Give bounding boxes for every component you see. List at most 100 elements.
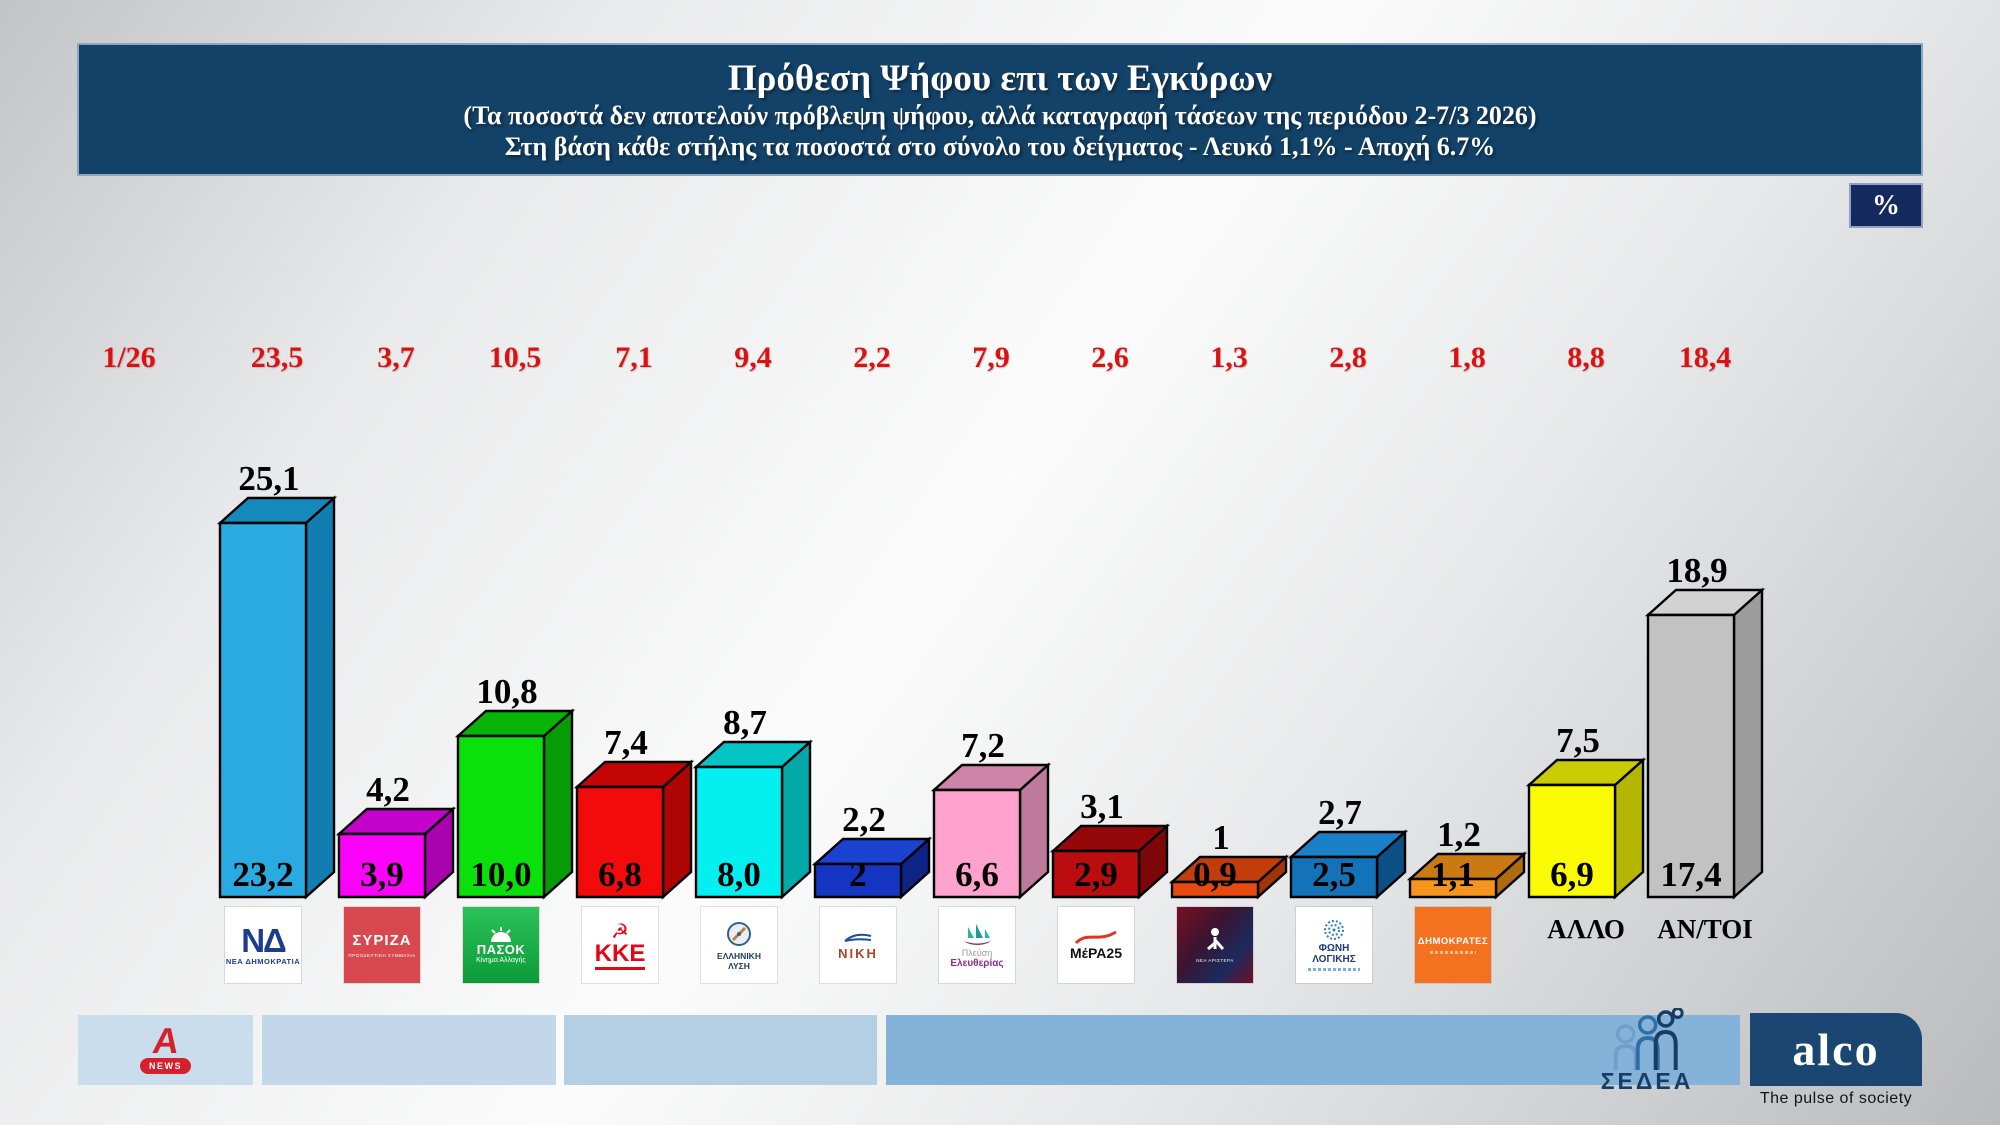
pasok-subtitle: Κίνημα Αλλαγής xyxy=(476,956,526,964)
bar-top-ΠΛΕΥΣΗ ΕΛΕΥΘΕΡΙΑΣ xyxy=(930,763,1052,792)
bar-top-value: 1,2 xyxy=(1437,815,1481,854)
bar-side-ΝΕΑ ΔΗΜΟΚΡΑΤΙΑ xyxy=(304,495,336,900)
bar-top-ΠΑΣΟΚ xyxy=(454,709,576,738)
logo-niki: ΝΙΚΗ xyxy=(820,907,896,983)
bar-top-ΦΩΝΗ ΛΟΓΙΚΗΣ xyxy=(1287,830,1409,859)
bar-front-ΝΕΑ ΔΗΜΟΚΡΑΤΙΑ xyxy=(218,521,308,899)
bar-base-value: 3,9 xyxy=(360,855,404,894)
logo-kke: ☭ ΚΚΕ xyxy=(582,907,658,983)
bar-top-value: 10,8 xyxy=(476,672,537,711)
bar-base-value: 2,9 xyxy=(1074,855,1118,894)
bar-side-ΑΛΛΟ xyxy=(1613,757,1645,900)
plefsi-name-line1: Πλεύση xyxy=(961,947,993,958)
bar-base-value: 6,9 xyxy=(1550,855,1594,894)
sedea-name: ΣΕΔΕΑ xyxy=(1600,1068,1694,1094)
alco-name: alco xyxy=(1792,1024,1880,1075)
pasok-sun-icon xyxy=(491,926,511,942)
bar-side-ΠΑΣΟΚ xyxy=(542,708,574,900)
syriza-name: ΣΥΡΙΖΑ xyxy=(352,932,412,949)
kke-name: ΚΚΕ xyxy=(594,940,646,970)
bar-side-ΚΚΕ xyxy=(661,759,693,900)
bar-side-ΝΕΑ ΑΡΙΣΤΕΡΑ xyxy=(1256,854,1288,900)
previous-value: 1,8 xyxy=(1448,341,1486,374)
footer-panel-4 xyxy=(886,1015,1740,1085)
logo-dimokrates: ΔΗΜΟΚΡΑΤΕΣ xyxy=(1415,907,1491,983)
bar-side-ΔΗΜΟΚΡΑΤΕΣ xyxy=(1494,851,1526,900)
bird-swoosh-icon xyxy=(1074,930,1117,945)
bar-side-ΣΥΡΙΖΑ xyxy=(423,806,455,900)
previous-value: 7,1 xyxy=(615,341,653,374)
logo-nea-aristera: ΝΕΑ ΑΡΙΣΤΕΡΑ xyxy=(1177,907,1253,983)
syriza-subtitle: ΠΡΟΟΔΕΥΤΙΚΗ ΣΥΜΜΑΧΙΑ xyxy=(348,953,416,958)
mera25-name: ΜέΡΑ25 xyxy=(1070,945,1122,961)
bar-front-ΕΛΛΗΝΙΚΗ ΛΥΣΗ xyxy=(694,765,784,899)
bar-top-ΝΕΑ ΑΡΙΣΤΕΡΑ xyxy=(1168,855,1290,884)
bar-top-ΑΛΛΟ xyxy=(1525,758,1647,787)
nd-monogram: ΝΔ xyxy=(241,921,287,959)
bar-front-ΦΩΝΗ ΛΟΓΙΚΗΣ xyxy=(1289,855,1379,899)
logo-foni-logikis: ΦΩΝΗ ΛΟΓΙΚΗΣ xyxy=(1296,907,1372,983)
bar-top-value: 3,1 xyxy=(1080,787,1124,826)
nd-name: ΝΕΑ ΔΗΜΟΚΡΑΤΙΑ xyxy=(225,956,301,966)
foni-logikis-subtext-line xyxy=(1308,968,1360,971)
plefsi-name-line2: Ελευθερίας xyxy=(950,957,1004,969)
ellysi-name-line2: ΛΥΣΗ xyxy=(728,960,750,971)
subtitle-base-note: Στη βάση κάθε στήλης τα ποσοστά στο σύνο… xyxy=(504,131,1496,161)
alco-tagline: The pulse of society xyxy=(1759,1090,1913,1107)
previous-value: 9,4 xyxy=(734,341,772,374)
page-title: Πρόθεση Ψήφου επι των Εγκύρων xyxy=(727,57,1273,99)
alco-logo: alco xyxy=(1750,1013,1922,1086)
previous-wave-period-label: 1/26 xyxy=(102,341,156,374)
bar-front-ΑΝ/ΤΟΙ xyxy=(1646,613,1736,899)
bar-top-ΣΥΡΙΖΑ xyxy=(335,807,457,836)
bar-front-ΣΥΡΙΖΑ xyxy=(337,832,427,899)
previous-value: 2,8 xyxy=(1329,341,1367,374)
bar-top-ΑΝ/ΤΟΙ xyxy=(1644,588,1766,617)
previous-value: 7,9 xyxy=(972,341,1010,374)
alpha-letter-icon: A xyxy=(149,1020,182,1061)
logo-elliniki-lysi: ΕΛΛΗΝΙΚΗ ΛΥΣΗ xyxy=(701,907,777,983)
bar-top-value: 1 xyxy=(1212,818,1230,857)
wing-icon xyxy=(844,933,872,942)
bar-top-value: 2,7 xyxy=(1318,793,1362,832)
bar-top-value: 2,2 xyxy=(842,800,886,839)
bar-side-ΕΛΛΗΝΙΚΗ ΛΥΣΗ xyxy=(780,739,812,900)
bar-top-value: 7,5 xyxy=(1556,721,1600,760)
bar-top-ΚΚΕ xyxy=(573,760,695,789)
bar-top-ΕΛΛΗΝΙΚΗ ΛΥΣΗ xyxy=(692,740,814,769)
niki-name: ΝΙΚΗ xyxy=(838,945,878,961)
header-banner: Πρόθεση Ψήφου επι των Εγκύρων (Τα ποσοστ… xyxy=(77,43,1923,176)
dimokrates-subtext-line xyxy=(1430,951,1476,954)
bar-base-value: 17,4 xyxy=(1660,855,1721,894)
bar-base-value: 0,9 xyxy=(1193,855,1237,894)
previous-value: 2,6 xyxy=(1091,341,1129,374)
bar-base-value: 6,6 xyxy=(955,855,999,894)
previous-value: 3,7 xyxy=(377,341,415,374)
bar-top-value: 18,9 xyxy=(1666,551,1727,590)
alpha-news-logo: A NEWS xyxy=(140,1020,191,1074)
bar-side-ΜέΡΑ25 xyxy=(1137,823,1169,900)
previous-value: 18,4 xyxy=(1678,341,1732,374)
previous-value: 10,5 xyxy=(488,341,542,374)
bar-top-ΜέΡΑ25 xyxy=(1049,824,1171,853)
alpha-news-badge: NEWS xyxy=(140,1058,191,1074)
figure-icon xyxy=(1207,928,1225,951)
category-label-allo: ΑΛΛΟ xyxy=(1547,914,1625,944)
bar-top-value: 7,2 xyxy=(961,726,1005,765)
previous-value: 8,8 xyxy=(1567,341,1605,374)
footer-panel-alpha: A NEWS xyxy=(78,1015,253,1085)
percent-badge: % xyxy=(1849,183,1923,228)
bar-top-ΝΕΑ ΔΗΜΟΚΡΑΤΙΑ xyxy=(216,496,338,525)
bar-front-ΔΗΜΟΚΡΑΤΕΣ xyxy=(1408,877,1498,899)
bar-top-value: 25,1 xyxy=(238,459,299,498)
hammer-sickle-icon: ☭ xyxy=(611,918,629,943)
bar-front-ΠΛΕΥΣΗ ΕΛΕΥΘΕΡΙΑΣ xyxy=(932,788,1022,899)
sedea-logo: ΣΕΔΕΑ xyxy=(1601,1008,1694,1095)
bar-top-value: 8,7 xyxy=(723,703,767,742)
bar-front-ΑΛΛΟ xyxy=(1527,783,1617,899)
logo-pasok: ΠΑΣΟΚ Κίνημα Αλλαγής xyxy=(463,907,539,983)
sedea-people-icon xyxy=(1614,1008,1684,1070)
bar-top-value: 7,4 xyxy=(604,723,648,762)
bar-front-ΠΑΣΟΚ xyxy=(456,734,546,899)
